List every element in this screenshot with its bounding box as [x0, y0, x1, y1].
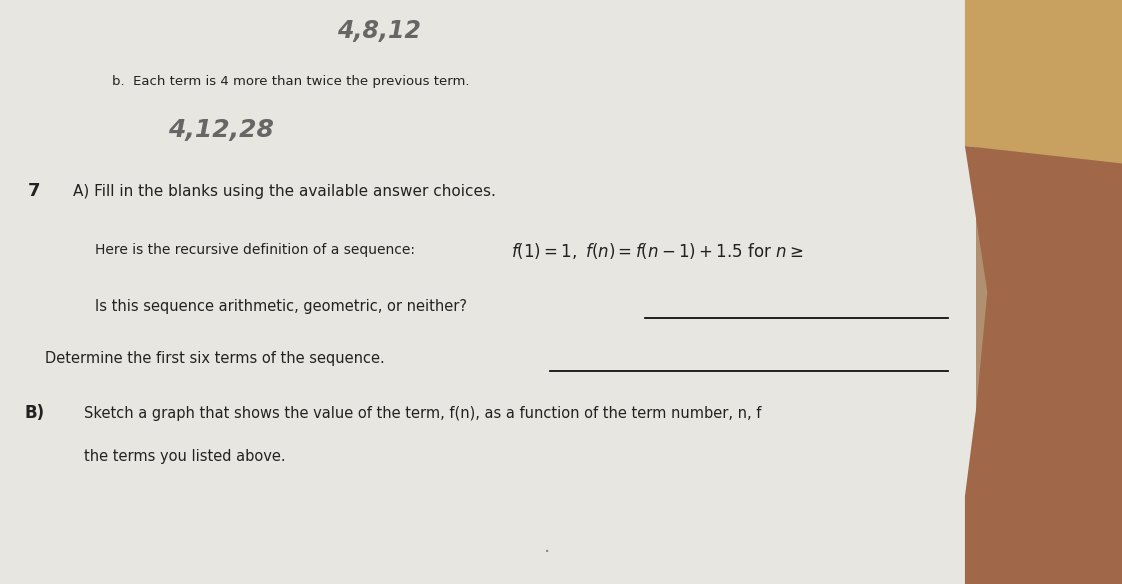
Text: B): B) — [25, 404, 45, 422]
Polygon shape — [965, 146, 1122, 584]
Text: the terms you listed above.: the terms you listed above. — [84, 449, 286, 464]
Text: Sketch a graph that shows the value of the term, f(n), as a function of the term: Sketch a graph that shows the value of t… — [84, 405, 762, 420]
Polygon shape — [920, 0, 1122, 584]
Text: A) Fill in the blanks using the available answer choices.: A) Fill in the blanks using the availabl… — [73, 183, 496, 199]
Text: $f(1) = 1,\ f(n) = f(n-1) + 1.5\ \mathrm{for}\ n \geq$: $f(1) = 1,\ f(n) = f(n-1) + 1.5\ \mathrm… — [511, 241, 803, 261]
Text: Here is the recursive definition of a sequence:: Here is the recursive definition of a se… — [95, 243, 415, 257]
Text: Is this sequence arithmetic, geometric, or neither?: Is this sequence arithmetic, geometric, … — [95, 298, 468, 314]
Text: 7: 7 — [28, 182, 40, 200]
Text: Determine the first six terms of the sequence.: Determine the first six terms of the seq… — [45, 351, 385, 366]
Text: 4,8,12: 4,8,12 — [337, 19, 421, 43]
Text: b.  Each term is 4 more than twice the previous term.: b. Each term is 4 more than twice the pr… — [112, 75, 470, 88]
Text: 4,12,28: 4,12,28 — [168, 118, 274, 142]
Polygon shape — [0, 0, 976, 584]
Text: .: . — [544, 537, 551, 556]
Polygon shape — [965, 0, 1122, 164]
